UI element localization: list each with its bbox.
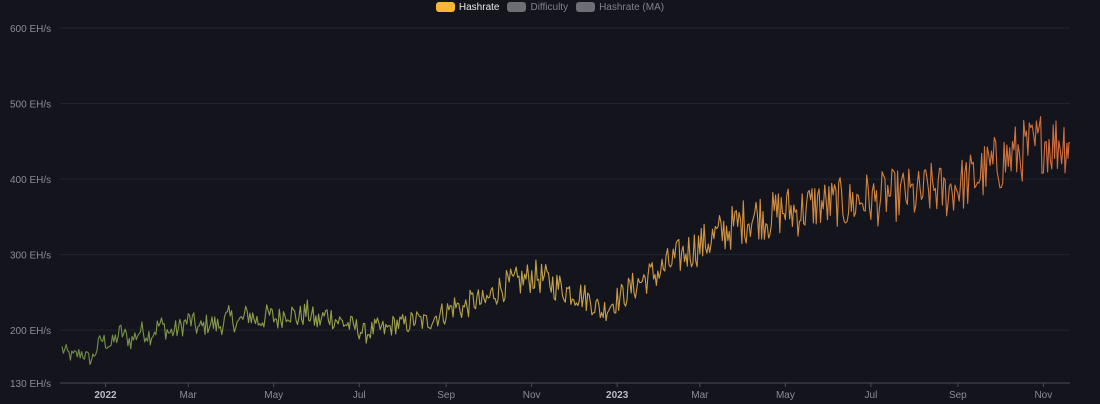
x-tick-label: Sep (437, 390, 455, 401)
legend-label-hashrate: Hashrate (458, 1, 500, 13)
x-tick-label: Mar (691, 390, 709, 401)
legend-swatch-hashrate (435, 2, 455, 12)
x-tick-label: 2023 (606, 390, 629, 401)
legend-label-difficulty: Difficulty (530, 1, 569, 13)
legend-label-hashrate-ma: Hashrate (MA) (599, 1, 665, 13)
y-tick-label: 400 EH/s (10, 175, 51, 186)
legend-item-difficulty[interactable]: Difficulty (507, 2, 568, 13)
x-tick-label: May (776, 390, 795, 401)
y-tick-label: 130 EH/s (10, 379, 51, 390)
y-axis-labels: 130 EH/s 200 EH/s 300 EH/s 400 EH/s 500 EH/s… (10, 24, 51, 390)
x-tick-label: May (264, 390, 283, 401)
x-tick-label: Sep (949, 390, 967, 401)
x-tick-label: Jul (865, 390, 878, 401)
series-layer (61, 116, 1071, 366)
y-tick-label: 600 EH/s (10, 24, 51, 35)
legend-swatch-difficulty (507, 2, 527, 12)
x-tick-label: Nov (1034, 390, 1052, 401)
x-tick-label: 2022 (94, 390, 117, 401)
y-tick-label: 300 EH/s (10, 251, 51, 262)
y-tick-label: 200 EH/s (10, 326, 51, 337)
legend-item-hashrate[interactable]: Hashrate (435, 1, 500, 13)
x-tick-label: Mar (180, 390, 198, 401)
x-tick-label: Nov (523, 390, 541, 401)
y-tick-label: 500 EH/s (10, 100, 51, 111)
chart-legend: Hashrate Difficulty Hashrate (MA) (0, 0, 1100, 14)
legend-item-hashrate-ma[interactable]: Hashrate (MA) (576, 2, 664, 13)
x-axis: 2022 Mar May Jul Sep Nov 2023 Mar May Jul Sep Nov (60, 382, 1070, 401)
grid-lines (60, 27, 1070, 384)
series-line-hashrate (61, 116, 1071, 366)
x-tick-label: Jul (353, 390, 366, 401)
legend-swatch-hashrate-ma (576, 2, 596, 12)
